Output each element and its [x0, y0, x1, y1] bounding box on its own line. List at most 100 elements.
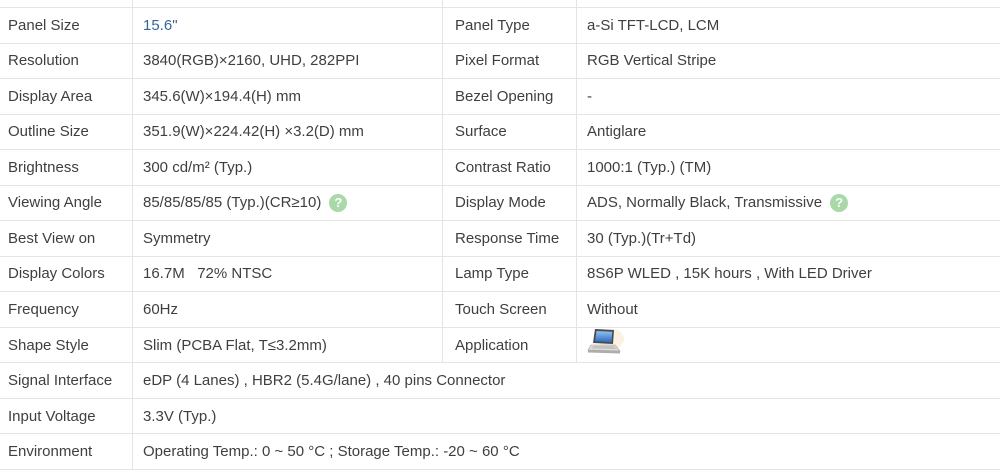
table-row-display-colors: Display Colors 16.7M 72% NTSC Lamp Type … — [0, 256, 1000, 293]
spec-value: 30 (Typ.)(Tr+Td) — [577, 221, 1000, 256]
spec-label: Display Mode — [443, 185, 577, 221]
table-row-signal-interface: Signal Interface eDP (4 Lanes) , HBR2 (5… — [0, 363, 1000, 399]
spec-label-cell — [0, 0, 133, 7]
spec-value: - — [577, 79, 1000, 114]
spec-value: 3840(RGB)×2160, UHD, 282PPI — [133, 43, 443, 79]
spec-value: 3.3V (Typ.) — [133, 399, 1000, 434]
spec-label: Frequency — [0, 292, 133, 327]
label-text: Brightness — [8, 158, 79, 176]
table-row-input-voltage: Input Voltage 3.3V (Typ.) — [0, 398, 1000, 435]
value-text: 8S6P WLED , 15K hours , With LED Driver — [587, 265, 872, 283]
value-text: Symmetry — [143, 229, 211, 247]
spec-value: 8S6P WLED , 15K hours , With LED Driver — [577, 257, 1000, 292]
spec-label: Environment — [0, 434, 133, 469]
label-text: Outline Size — [8, 123, 89, 141]
spec-value: Without — [577, 292, 1000, 327]
value-text: Without — [587, 301, 638, 319]
value-text: 345.6(W)×194.4(H) mm — [143, 87, 301, 105]
spec-label: Application — [443, 327, 577, 363]
value-text: a-Si TFT-LCD, LCM — [587, 16, 720, 34]
spec-label: Shape Style — [0, 327, 133, 363]
spec-value-cell — [133, 0, 443, 7]
spec-value: 85/85/85/85 (Typ.)(CR≥10) ? — [133, 185, 443, 221]
spec-value: 15.6" — [133, 8, 443, 43]
spec-label: Display Colors — [0, 256, 133, 292]
value-text: 16.7M 72% NTSC — [143, 265, 273, 283]
spec-value: Slim (PCBA Flat, T≤3.2mm) — [133, 327, 443, 363]
spec-label: Input Voltage — [0, 398, 133, 434]
value-text: 30 (Typ.)(Tr+Td) — [587, 229, 697, 247]
question-icon[interactable]: ? — [329, 193, 348, 212]
value-text: 3.3V (Typ.) — [143, 407, 217, 425]
spec-label: Bezel Opening — [443, 79, 577, 114]
label-text: Resolution — [8, 52, 79, 70]
label-text: Viewing Angle — [8, 194, 102, 212]
spec-value: eDP (4 Lanes) , HBR2 (5.4G/lane) , 40 pi… — [133, 363, 1000, 398]
spec-label: Pixel Format — [443, 43, 577, 79]
value-text: Operating Temp.: 0 ~ 50 °C ; Storage Tem… — [143, 443, 520, 461]
label-text: Display Area — [8, 87, 93, 105]
spec-value: 345.6(W)×194.4(H) mm — [133, 79, 443, 114]
table-row-environment: Environment Operating Temp.: 0 ~ 50 °C ;… — [0, 434, 1000, 470]
table-row-outline-size: Outline Size 351.9(W)×224.42(H) ×3.2(D) … — [0, 114, 1000, 151]
spec-value — [577, 328, 1000, 363]
label-text: Environment — [8, 443, 93, 461]
spec-label: Panel Size — [0, 8, 133, 43]
spec-label: Touch Screen — [443, 292, 577, 327]
value-text: 300 cd/m² (Typ.) — [143, 158, 253, 176]
value-text: - — [587, 87, 592, 105]
value-text: 60Hz — [143, 301, 179, 319]
label-text: Lamp Type — [455, 265, 529, 283]
spec-label-cell — [443, 0, 577, 7]
value-text: 85/85/85/85 (Typ.)(CR≥10) — [143, 194, 322, 212]
spec-label: Viewing Angle — [0, 185, 133, 221]
spec-value: Operating Temp.: 0 ~ 50 °C ; Storage Tem… — [133, 434, 1000, 469]
label-text: Application — [455, 336, 529, 354]
value-text: RGB Vertical Stripe — [587, 52, 717, 70]
table-row-display-area: Display Area 345.6(W)×194.4(H) mm Bezel … — [0, 79, 1000, 115]
spec-value: ADS, Normally Black, Transmissive ? — [577, 186, 1000, 221]
label-text: Frequency — [8, 301, 79, 319]
value-text: eDP (4 Lanes) , HBR2 (5.4G/lane) , 40 pi… — [143, 372, 506, 390]
laptop-icon — [587, 328, 625, 362]
label-text: Touch Screen — [455, 301, 547, 319]
value-text: 3840(RGB)×2160, UHD, 282PPI — [143, 52, 360, 70]
table-row-partial — [0, 0, 1000, 8]
table-row-resolution: Resolution 3840(RGB)×2160, UHD, 282PPI P… — [0, 43, 1000, 80]
label-text: Display Mode — [455, 194, 546, 212]
table-row-brightness: Brightness 300 cd/m² (Typ.) Contrast Rat… — [0, 150, 1000, 186]
label-text: Best View on — [8, 229, 96, 247]
spec-label: Best View on — [0, 221, 133, 256]
spec-value: 60Hz — [133, 292, 443, 327]
value-text: 15.6" — [143, 16, 178, 34]
spec-value: 300 cd/m² (Typ.) — [133, 150, 443, 185]
spec-label: Response Time — [443, 221, 577, 256]
label-text: Input Voltage — [8, 407, 96, 425]
spec-label: Brightness — [0, 150, 133, 185]
spec-label: Signal Interface — [0, 363, 133, 398]
label-text: Pixel Format — [455, 52, 540, 70]
spec-label: Lamp Type — [443, 256, 577, 292]
table-row-best-view: Best View on Symmetry Response Time 30 (… — [0, 221, 1000, 257]
spec-value: 351.9(W)×224.42(H) ×3.2(D) mm — [133, 114, 443, 150]
value-text: Slim (PCBA Flat, T≤3.2mm) — [143, 336, 327, 354]
table-row-frequency: Frequency 60Hz Touch Screen Without — [0, 292, 1000, 328]
value-text: 1000:1 (Typ.) (TM) — [587, 158, 712, 176]
question-icon[interactable]: ? — [830, 193, 849, 212]
spec-value: 1000:1 (Typ.) (TM) — [577, 150, 1000, 185]
spec-label: Surface — [443, 114, 577, 150]
label-text: Signal Interface — [8, 372, 113, 390]
table-row-panel-size: Panel Size 15.6" Panel Type a-Si TFT-LCD… — [0, 8, 1000, 44]
spec-label: Resolution — [0, 43, 133, 79]
label-text: Surface — [455, 123, 507, 141]
spec-value-cell — [577, 0, 1000, 7]
label-text: Response Time — [455, 229, 560, 247]
table-row-shape-style: Shape Style Slim (PCBA Flat, T≤3.2mm) Ap… — [0, 327, 1000, 364]
value-text: ADS, Normally Black, Transmissive — [587, 194, 823, 212]
spec-value: RGB Vertical Stripe — [577, 44, 1000, 79]
spec-value: Symmetry — [133, 221, 443, 256]
label-text: Shape Style — [8, 336, 89, 354]
value-text: Antiglare — [587, 123, 647, 141]
table-row-viewing-angle: Viewing Angle 85/85/85/85 (Typ.)(CR≥10) … — [0, 185, 1000, 222]
